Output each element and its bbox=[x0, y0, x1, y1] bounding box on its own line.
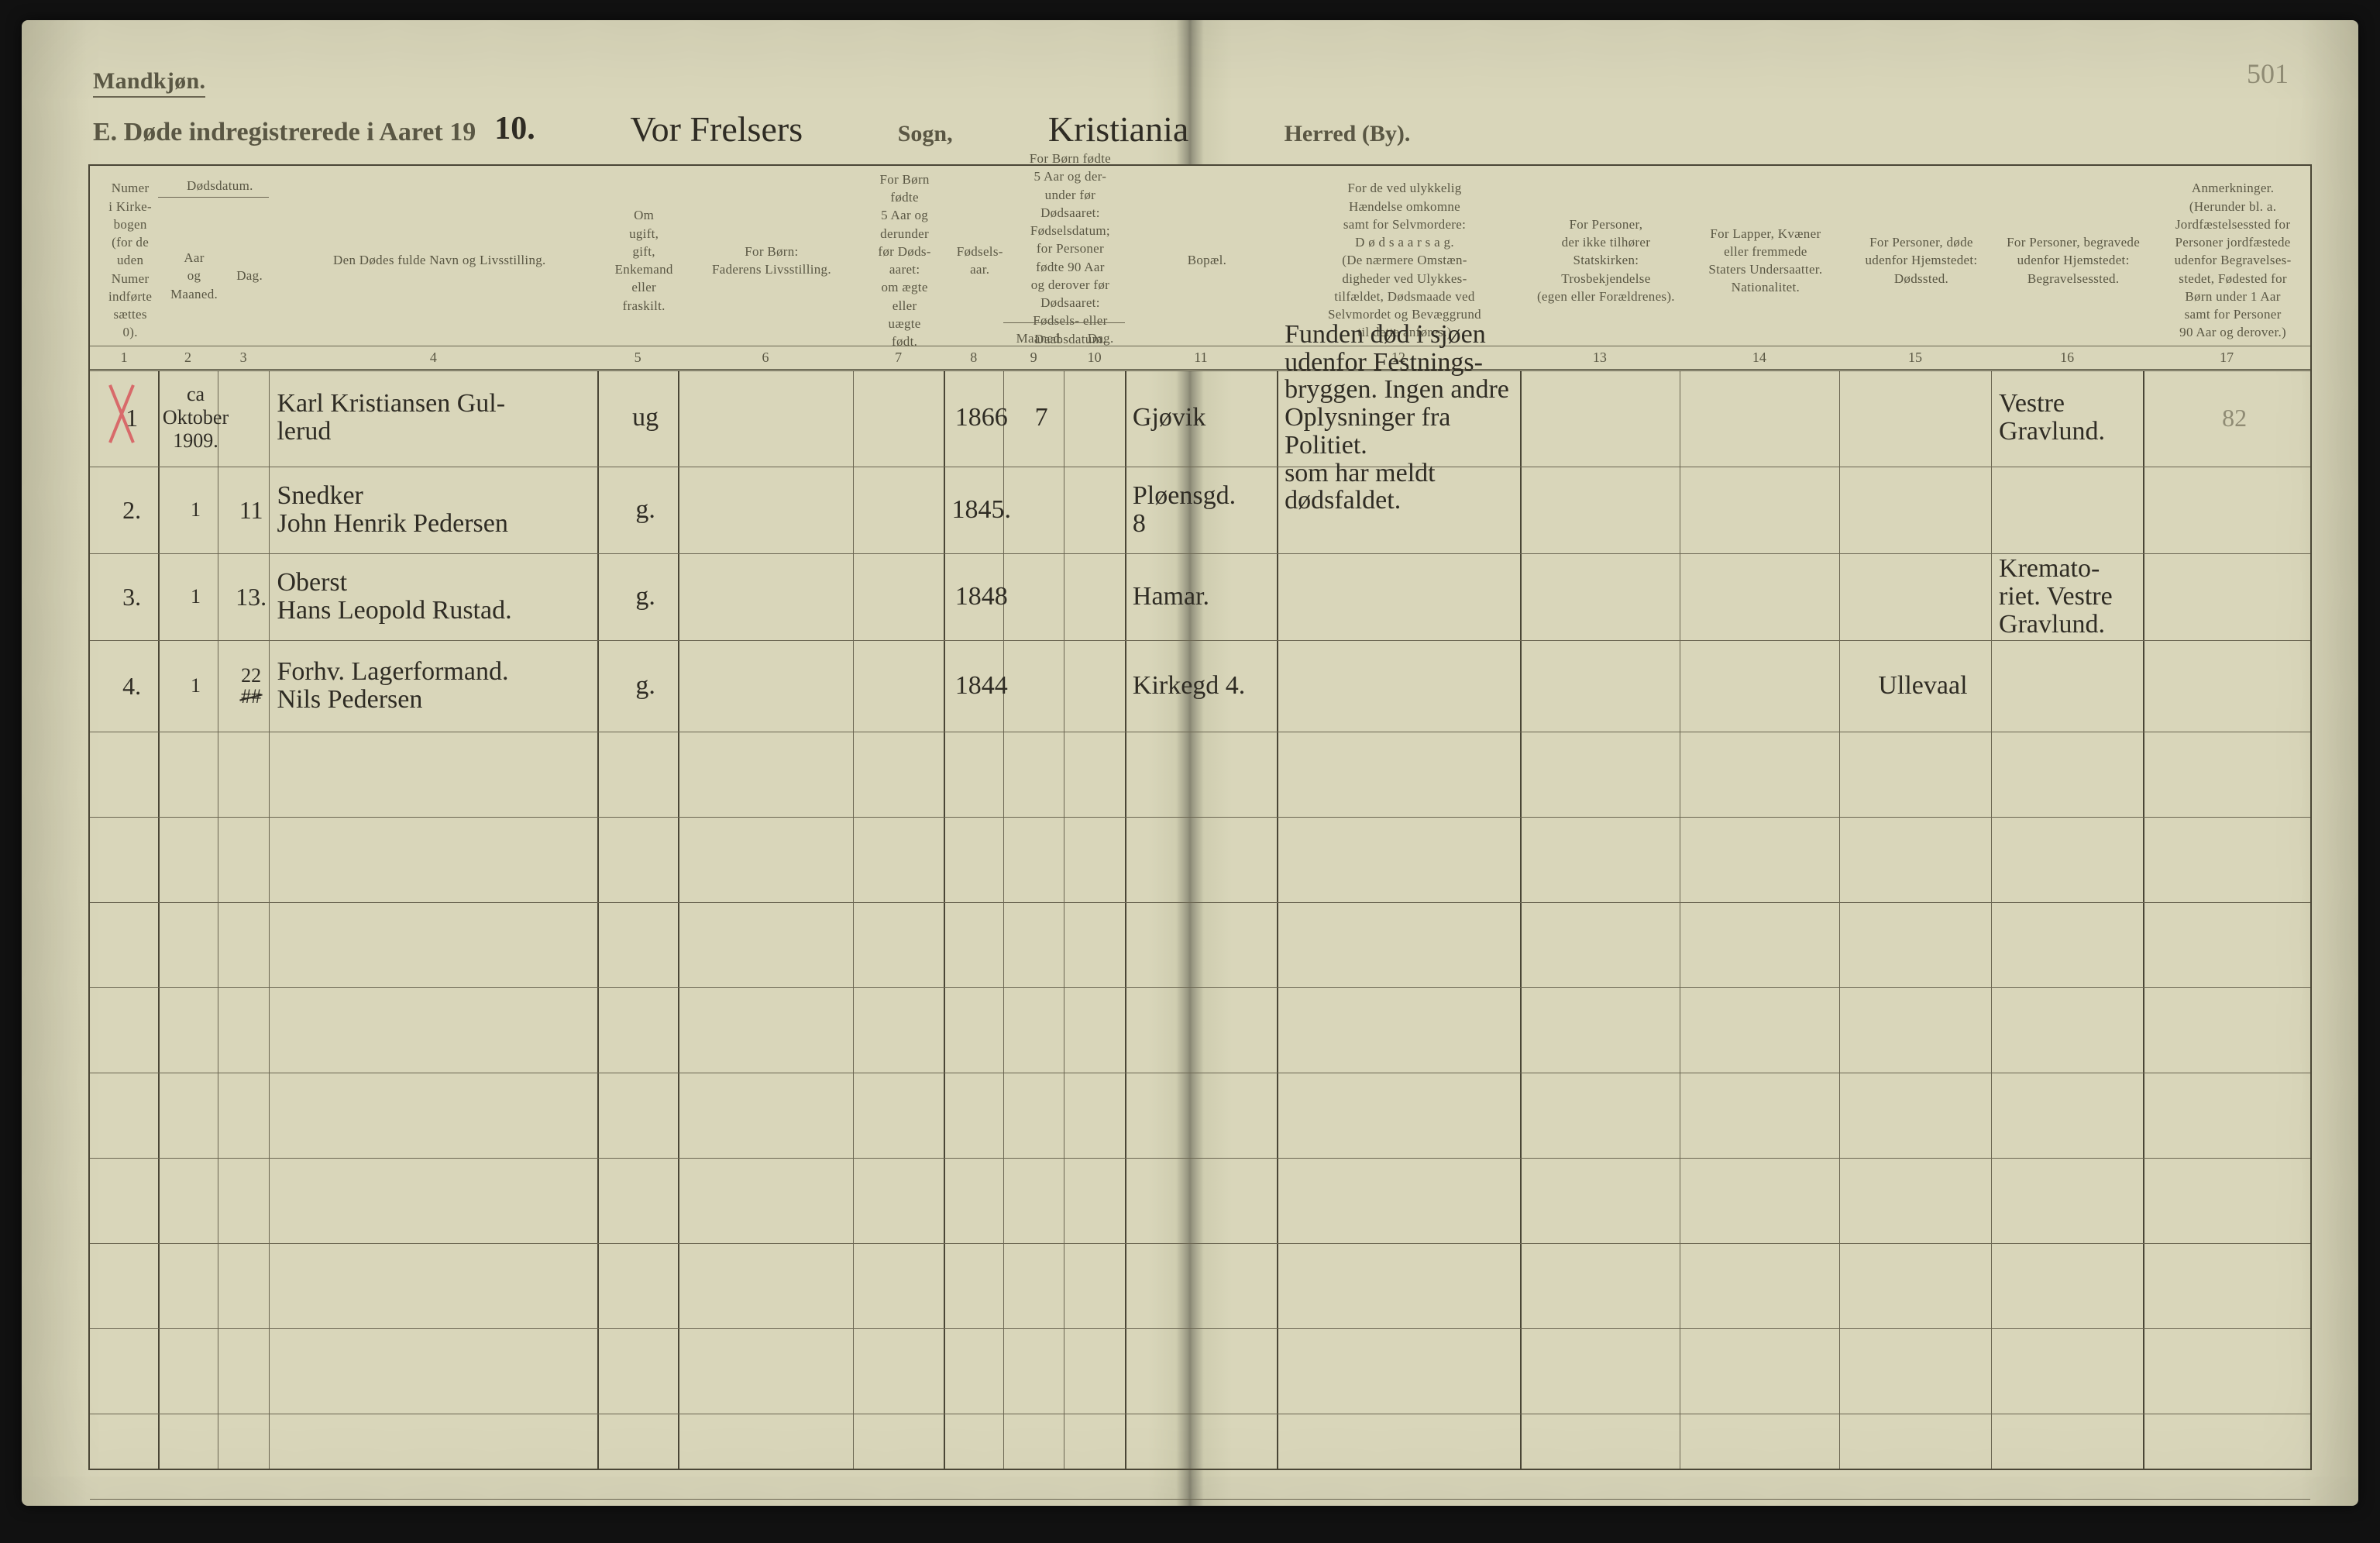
cell-c12 bbox=[1277, 553, 1536, 640]
cell-c12: Funden død i sjøen udenfor Festnings-bry… bbox=[1277, 369, 1536, 467]
cell-c11: Kirkegd 4. bbox=[1125, 640, 1292, 732]
cell-c14 bbox=[1680, 369, 1855, 467]
table-row: 4.122##Forhv. Lagerformand.Nils Pedersen… bbox=[90, 640, 2310, 732]
table-row bbox=[90, 1158, 2310, 1244]
colnum-11: 11 bbox=[1125, 350, 1277, 366]
cell-c15 bbox=[1839, 553, 2007, 640]
cell-c16 bbox=[1991, 467, 2158, 553]
cell-c11: Pløensgd.8 bbox=[1125, 467, 1292, 553]
cell-c14 bbox=[1680, 640, 1855, 732]
cell-c13 bbox=[1520, 369, 1695, 467]
cell-c4: SnedkerJohn Henrik Pedersen bbox=[269, 467, 613, 553]
header-c15: For Personer, dødeudenfor Hjemstedet:Død… bbox=[1839, 166, 2003, 355]
parish-name-handwritten: Vor Frelsers bbox=[554, 112, 879, 147]
cell-c6 bbox=[678, 369, 868, 467]
table-header: Numeri Kirke-bogen(for deudenNumerindfør… bbox=[90, 166, 2310, 371]
scan-surface: Mandkjøn. 501 E. Døde indregistrerede i … bbox=[0, 0, 2380, 1543]
cell-c17 bbox=[2143, 553, 2326, 640]
header-c11: Bopæl. bbox=[1125, 166, 1289, 355]
cell-c13 bbox=[1520, 467, 1695, 553]
cell-c16: VestreGravlund. bbox=[1991, 369, 2158, 467]
table-row bbox=[90, 817, 2310, 903]
colnum-3: 3 bbox=[218, 350, 270, 366]
table-body: 1ca Oktober 1909.Karl Kristiansen Gul-le… bbox=[90, 369, 2310, 1469]
colnum-8: 8 bbox=[944, 350, 1003, 366]
header-c5: Omugift,gift,Enkemandellerfraskilt. bbox=[597, 166, 690, 355]
header-c7: For Børnfødte5 Aar ogderunderfør Døds-aa… bbox=[853, 166, 957, 355]
table-row bbox=[90, 902, 2310, 988]
header-c14: For Lapper, Kvænereller fremmedeStaters … bbox=[1680, 166, 1852, 355]
top-bar: Mandkjøn. 501 bbox=[93, 68, 2304, 98]
cell-c13 bbox=[1520, 640, 1695, 732]
cell-c12 bbox=[1277, 467, 1536, 553]
cell-c4: Forhv. Lagerformand.Nils Pedersen bbox=[269, 640, 613, 732]
table-row bbox=[90, 1414, 2310, 1500]
cell-c14 bbox=[1680, 467, 1855, 553]
colnum-2: 2 bbox=[158, 350, 218, 366]
cell-c15: Ullevaal bbox=[1839, 640, 2007, 732]
table-row bbox=[90, 732, 2310, 818]
header-c4: Den Dødes fulde Navn og Livsstilling. bbox=[269, 166, 610, 355]
colnum-4: 4 bbox=[269, 350, 597, 366]
cell-c14 bbox=[1680, 553, 1855, 640]
page-paper: Mandkjøn. 501 E. Døde indregistrerede i … bbox=[22, 20, 2358, 1506]
colnum-15: 15 bbox=[1839, 350, 1991, 366]
year-handwritten: 10. bbox=[494, 110, 535, 147]
table-row: 2.111SnedkerJohn Henrik Pederseng.1845.P… bbox=[90, 467, 2310, 554]
colnum-10: 10 bbox=[1064, 350, 1124, 366]
cell-c17: 82 bbox=[2143, 369, 2326, 467]
header-c9-10-top: For Børn fødte5 Aar og der-under førDøds… bbox=[1003, 166, 1137, 332]
colnum-9: 9 bbox=[1003, 350, 1064, 366]
cell-c6 bbox=[678, 553, 868, 640]
title-row: E. Døde indregistrerede i Aaret 19 10. V… bbox=[93, 110, 2312, 147]
colnum-1: 1 bbox=[90, 350, 158, 366]
cell-c17 bbox=[2143, 640, 2326, 732]
colnum-6: 6 bbox=[678, 350, 853, 366]
register-table: Numeri Kirke-bogen(for deudenNumerindfør… bbox=[88, 164, 2312, 1470]
table-row bbox=[90, 1243, 2310, 1329]
cell-c4: OberstHans Leopold Rustad. bbox=[269, 553, 613, 640]
header-c16: For Personer, begravedeudenfor Hjemstede… bbox=[1991, 166, 2155, 355]
colnum-7: 7 bbox=[853, 350, 944, 366]
cell-c6 bbox=[678, 467, 868, 553]
table-row bbox=[90, 1328, 2310, 1414]
cell-c16 bbox=[1991, 640, 2158, 732]
cell-c6 bbox=[678, 640, 868, 732]
table-row: 1ca Oktober 1909.Karl Kristiansen Gul-le… bbox=[90, 369, 2310, 467]
colnum-5: 5 bbox=[597, 350, 678, 366]
folio-number: 501 bbox=[2247, 57, 2289, 90]
colnum-14: 14 bbox=[1680, 350, 1839, 366]
cell-c11: Hamar. bbox=[1125, 553, 1292, 640]
header-c17: Anmerkninger.(Herunder bl. a.Jordfæstels… bbox=[2143, 166, 2323, 355]
table-row bbox=[90, 987, 2310, 1073]
colnum-13: 13 bbox=[1520, 350, 1680, 366]
colnum-17: 17 bbox=[2143, 350, 2310, 366]
colnum-16: 16 bbox=[1991, 350, 2143, 366]
table-row bbox=[90, 1073, 2310, 1159]
district-name-handwritten: Kristiania bbox=[972, 112, 1266, 147]
cell-c12 bbox=[1277, 640, 1536, 732]
table-row: 3.113.OberstHans Leopold Rustad.g.1848Ha… bbox=[90, 553, 2310, 641]
district-label: Herred (By). bbox=[1285, 121, 1411, 147]
gender-heading: Mandkjøn. bbox=[93, 68, 205, 98]
parish-label: Sogn, bbox=[898, 121, 953, 147]
cell-c13 bbox=[1520, 553, 1695, 640]
cell-c11: Gjøvik bbox=[1125, 369, 1292, 467]
cell-c17 bbox=[2143, 467, 2326, 553]
form-title-prefix: E. Døde indregistrerede i Aaret 19 bbox=[93, 118, 476, 147]
header-c13: For Personer,der ikke tilhørerStatskirke… bbox=[1520, 166, 1692, 355]
column-number-row: 1234567891011121314151617 bbox=[90, 346, 2310, 370]
header-c6: For Børn:Faderens Livsstilling. bbox=[678, 166, 865, 355]
cell-c15 bbox=[1839, 369, 2007, 467]
cell-c15 bbox=[1839, 467, 2007, 553]
cell-c16: Kremato-riet. VestreGravlund. bbox=[1991, 553, 2158, 640]
cell-c4: Karl Kristiansen Gul-lerud bbox=[269, 369, 613, 467]
